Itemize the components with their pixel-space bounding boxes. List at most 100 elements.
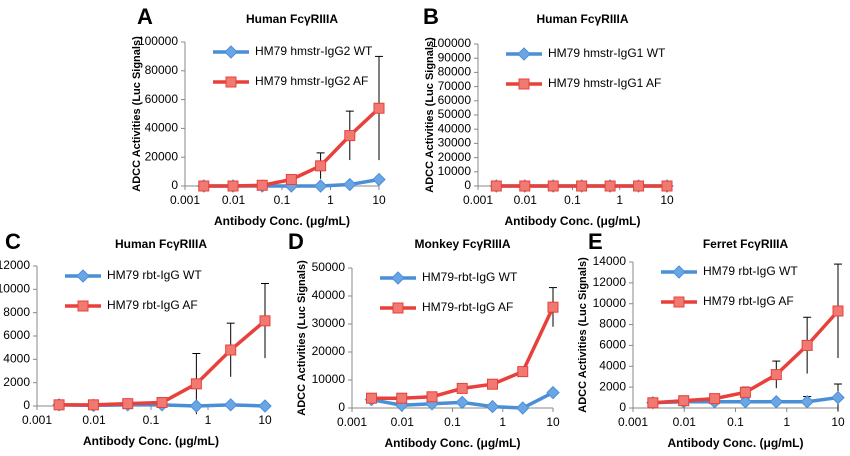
marker: [647, 397, 659, 409]
x-tick-label: 0.001: [618, 415, 648, 429]
x-axis-label: Antibody Conc. (μg/mL): [214, 214, 350, 228]
x-tick-label: 0.01: [391, 415, 415, 429]
x-tick-label: 1: [499, 415, 506, 429]
y-tick-label: 6000: [599, 338, 626, 352]
y-tick-label: 12000: [0, 258, 30, 272]
y-tick-label: 20000: [145, 149, 179, 163]
marker: [547, 301, 559, 313]
y-axis-label: ADCC Activities (Luc Signals): [424, 37, 436, 193]
legend-label: HM79 hmstr-IgG2 WT: [255, 44, 373, 58]
panel-letter: E: [588, 229, 603, 254]
y-tick-label: 2000: [599, 379, 626, 393]
y-tick-label: 0: [171, 178, 178, 192]
x-tick-label: 0.1: [564, 193, 581, 207]
panel: B Human FcγRIIIA Antibody Conc. (μg/mL) ADC…: [423, 4, 674, 228]
marker: [225, 344, 237, 356]
legend-marker: [517, 47, 531, 61]
marker: [455, 395, 469, 410]
y-tick-label: 8000: [599, 317, 626, 331]
legend-label: HM79 hmstr-IgG1 AF: [548, 76, 661, 90]
y-tick-label: 14000: [593, 254, 627, 268]
y-tick-label: 10000: [593, 296, 627, 310]
panel: D Monkey FcγRIIIA Antibody Conc. (μg/mL) AD…: [288, 229, 560, 450]
marker: [227, 180, 239, 192]
marker: [709, 393, 721, 405]
y-tick-label: 30000: [312, 316, 346, 330]
marker: [256, 179, 268, 191]
y-tick-label: 40000: [145, 121, 179, 135]
marker: [661, 180, 673, 192]
marker: [770, 369, 782, 381]
x-tick-label: 0.01: [673, 415, 697, 429]
x-tick-label: 0.1: [727, 415, 744, 429]
x-tick-label: 10: [660, 193, 674, 207]
y-tick-label: 80000: [145, 63, 179, 77]
legend-label: HM79 rbt-IgG WT: [703, 264, 798, 278]
legend-marker: [225, 76, 237, 88]
y-axis-label: ADCC Activities (Luc Signals): [296, 260, 308, 416]
legend-marker: [672, 265, 686, 279]
marker: [258, 399, 272, 413]
marker: [738, 395, 753, 409]
marker: [53, 399, 65, 411]
marker: [426, 391, 438, 403]
y-tick-label: 100000: [431, 36, 471, 50]
legend-marker: [391, 271, 405, 285]
legend-label: HM79 hmstr-IgG2 AF: [255, 74, 368, 88]
legend-label: HM79 rbt-IgG WT: [107, 268, 202, 282]
x-tick-label: 0.01: [82, 413, 106, 427]
marker: [315, 160, 327, 172]
marker: [490, 180, 502, 192]
marker: [122, 398, 134, 410]
marker: [485, 399, 500, 414]
x-tick-label: 1: [783, 415, 790, 429]
x-tick-label: 0.1: [143, 413, 160, 427]
legend-marker: [224, 45, 238, 59]
y-tick-label: 20000: [312, 344, 346, 358]
legend-label: HM79 hmstr-IgG1 WT: [548, 46, 666, 60]
legend-marker: [673, 296, 685, 308]
marker: [604, 180, 616, 192]
x-tick-label: 0.01: [222, 193, 246, 207]
legend-label: HM79-rbt-IgG WT: [422, 270, 518, 284]
x-tick-label: 10: [831, 415, 845, 429]
marker: [769, 395, 783, 409]
y-tick-label: 10000: [312, 372, 346, 386]
legend-marker: [518, 78, 530, 90]
chart-title: Monkey FcγRIIIA: [414, 237, 510, 251]
x-tick-label: 0.001: [170, 193, 200, 207]
marker: [546, 385, 560, 400]
panel-letter: C: [5, 229, 21, 254]
y-tick-label: 50000: [312, 260, 346, 274]
marker: [517, 366, 529, 378]
y-tick-label: 40000: [438, 121, 472, 135]
marker: [547, 180, 559, 192]
marker: [223, 398, 238, 412]
y-axis-label: ADCC Activities (Luc Signals): [577, 257, 589, 413]
legend-marker: [77, 300, 89, 312]
y-tick-label: 2000: [3, 375, 30, 389]
x-tick-label: 1: [205, 413, 212, 427]
marker: [516, 401, 530, 415]
x-tick-label: 0.1: [274, 193, 291, 207]
series-line: [59, 319, 267, 407]
marker: [831, 390, 845, 405]
y-tick-label: 4000: [599, 358, 626, 372]
marker: [576, 180, 588, 192]
marker: [190, 378, 202, 390]
legend-marker: [392, 302, 404, 314]
legend-label: HM79-rbt-IgG AF: [422, 300, 513, 314]
x-axis-label: Antibody Conc. (μg/mL): [505, 214, 641, 228]
chart-title: Human FcγRIIIA: [115, 237, 207, 251]
panel-letter: A: [137, 4, 153, 29]
marker: [373, 102, 385, 114]
y-tick-label: 8000: [3, 305, 30, 319]
x-axis-label: Antibody Conc. (μg/mL): [385, 436, 521, 450]
x-tick-label: 10: [372, 193, 386, 207]
y-tick-label: 0: [338, 400, 345, 414]
marker: [832, 305, 844, 317]
x-axis-label: Antibody Conc. (μg/mL): [668, 436, 804, 450]
marker: [800, 395, 814, 409]
marker: [87, 399, 99, 411]
